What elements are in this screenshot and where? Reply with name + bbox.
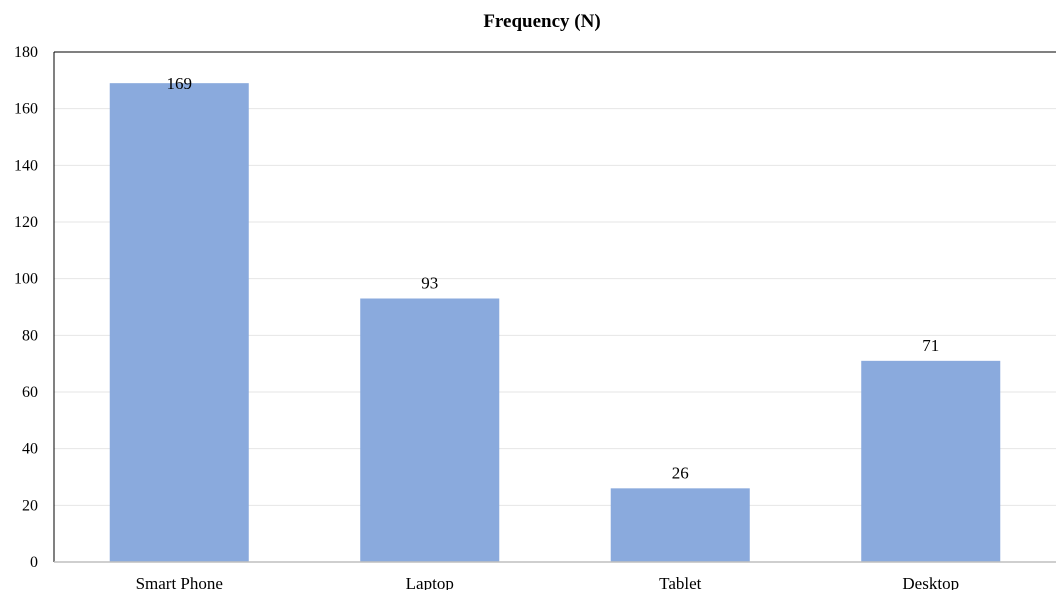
x-axis-labels: Smart Phone Laptop Tablet Desktop [136, 574, 960, 590]
x-tick-label: Tablet [659, 574, 702, 590]
chart-title: Frequency (N) [483, 11, 600, 32]
y-tick-label: 160 [14, 101, 38, 118]
data-label: 26 [672, 463, 689, 482]
x-tick-label: Laptop [406, 574, 454, 590]
y-tick-label: 80 [22, 327, 38, 344]
bars [109, 83, 1001, 563]
data-labels: 169 93 26 71 [167, 74, 940, 482]
bar-desktop [861, 360, 1001, 562]
x-tick-label: Desktop [902, 574, 959, 590]
y-tick-label: 100 [14, 271, 38, 288]
data-label: 93 [421, 274, 438, 293]
y-tick-label: 40 [22, 441, 38, 458]
y-axis-ticks: 0 20 40 60 80 100 120 140 160 180 [14, 44, 38, 571]
y-tick-label: 20 [22, 497, 38, 514]
data-label: 169 [167, 74, 193, 93]
y-tick-label: 0 [30, 554, 38, 571]
y-tick-label: 60 [22, 384, 38, 401]
x-tick-label: Smart Phone [136, 574, 223, 590]
data-label: 71 [922, 336, 939, 355]
axes [53, 51, 1056, 563]
y-tick-label: 180 [14, 44, 38, 61]
y-tick-label: 120 [14, 214, 38, 231]
y-tick-label: 140 [14, 157, 38, 174]
bar-smart-phone [109, 83, 249, 563]
bar-laptop [360, 298, 500, 562]
bar-tablet [610, 488, 750, 562]
